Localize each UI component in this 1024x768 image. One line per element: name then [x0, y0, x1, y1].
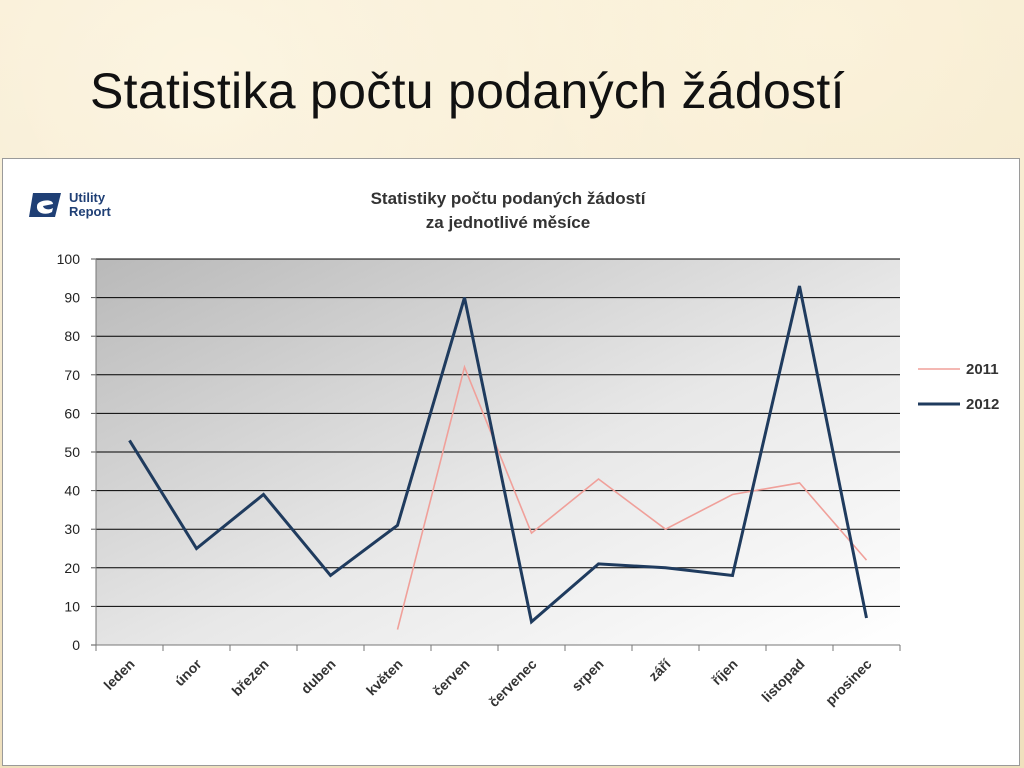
- y-tick-label: 80: [64, 328, 80, 344]
- x-tick-label-2: únor: [171, 655, 205, 689]
- series-line-2011: [396, 364, 868, 630]
- x-tick-label-4: duben: [298, 656, 339, 697]
- logo-line-1: Utility: [69, 190, 106, 205]
- y-tick-label: 100: [57, 251, 81, 267]
- chart-title-line-2: za jednotlivé měsíce: [425, 213, 591, 232]
- line-chart: 0 10 20 30 40 50 60 70 80 90 100 leden únor březen dub…: [57, 251, 1000, 710]
- y-tick-label: 30: [64, 521, 80, 537]
- x-tick-label-10: říjen: [708, 656, 740, 688]
- chart-frame: Utility Report Statistiky počtu podaných…: [2, 158, 1020, 766]
- x-tick-label-12: prosinec: [822, 656, 875, 709]
- logo-text: Utility Report: [69, 191, 111, 219]
- series-line-2012: [128, 285, 868, 625]
- legend-label-2011: 2011: [966, 361, 999, 378]
- x-tick-label-9: září: [645, 655, 674, 684]
- legend-label-2012: 2012: [966, 396, 999, 413]
- y-tick-label: 10: [64, 598, 80, 614]
- y-tick-label: 0: [72, 637, 80, 653]
- logo-line-2: Report: [69, 204, 111, 219]
- y-tick-label: 70: [64, 367, 80, 383]
- chart-title: Statistiky počtu podaných žádostí za jed…: [253, 187, 763, 235]
- x-tick-label-7: červenec: [485, 656, 539, 710]
- y-tick-label: 20: [64, 560, 80, 576]
- x-tick-label-11: listopad: [758, 656, 807, 705]
- x-tick-label-8: srpen: [568, 656, 606, 694]
- y-tick-label: 40: [64, 483, 80, 499]
- logo-e-icon: [29, 193, 61, 217]
- x-tick-label-3: březen: [228, 656, 271, 699]
- y-tick-label: 90: [64, 290, 80, 306]
- slide-title: Statistika počtu podaných žádostí: [90, 63, 845, 119]
- utility-report-logo: Utility Report: [27, 191, 157, 225]
- x-tick-label-6: červen: [429, 656, 472, 699]
- y-tick-label: 50: [64, 444, 80, 460]
- x-tick-label-5: květen: [363, 656, 406, 699]
- x-tick-label-1: leden: [100, 656, 137, 693]
- y-tick-label: 60: [64, 405, 80, 421]
- chart-title-line-1: Statistiky počtu podaných žádostí: [370, 189, 646, 208]
